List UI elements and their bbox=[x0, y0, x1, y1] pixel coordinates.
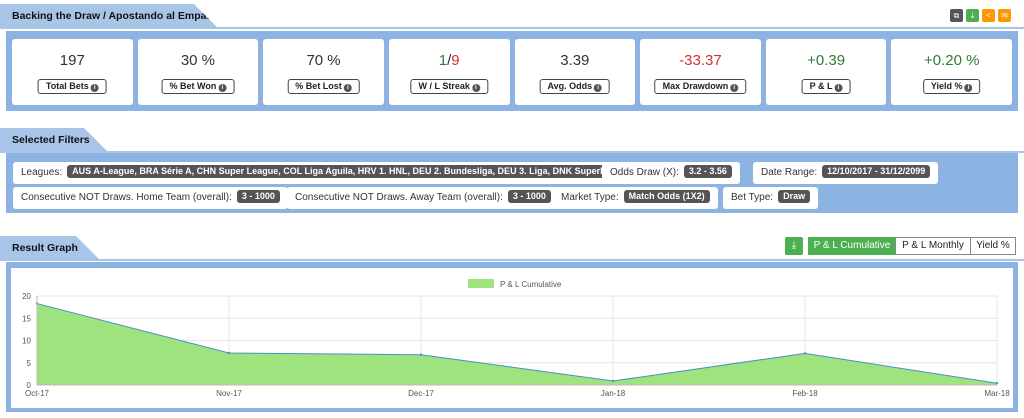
stat-label[interactable]: % Bet Lost i bbox=[287, 79, 360, 94]
page-title: Backing the Draw / Apostando al Empate bbox=[0, 4, 218, 28]
stat-label[interactable]: Avg. Odds i bbox=[539, 79, 611, 94]
stat-value: +0.20 % bbox=[923, 52, 980, 69]
filter-value: Match Odds (1X2) bbox=[623, 190, 710, 203]
email-icon[interactable]: ✉ bbox=[998, 9, 1011, 22]
stat-value: 1/9 bbox=[389, 52, 510, 69]
download-icon[interactable]: ⤓ bbox=[785, 237, 803, 255]
stat-wl-streak: 1/9 W / L Streak i bbox=[388, 39, 510, 105]
share-icon[interactable]: < bbox=[982, 9, 995, 22]
filter-label: Date Range: bbox=[761, 167, 818, 178]
filter-value: 3 - 1000 bbox=[236, 190, 280, 203]
data-point bbox=[995, 382, 999, 385]
data-point bbox=[803, 352, 807, 355]
info-icon[interactable]: i bbox=[964, 84, 973, 92]
legend-label: P & L Cumulative bbox=[500, 280, 562, 289]
y-tick-label: 5 bbox=[27, 359, 32, 368]
filter-bet-type: Bet Type: Draw bbox=[723, 187, 819, 209]
stat-label[interactable]: Max Drawdown i bbox=[654, 79, 747, 94]
filter-value: 12/10/2017 - 31/12/2099 bbox=[822, 165, 931, 178]
streak-won: 1 bbox=[438, 52, 448, 69]
stat-value: 70 % bbox=[306, 52, 341, 69]
filter-odds-draw: Odds Draw (X): 3.2 - 3.56 bbox=[602, 162, 740, 184]
info-icon[interactable]: i bbox=[343, 84, 352, 92]
y-tick-label: 0 bbox=[27, 381, 32, 390]
tab-pl-cumulative[interactable]: P & L Cumulative bbox=[808, 237, 896, 255]
info-icon[interactable]: i bbox=[218, 84, 227, 92]
x-tick-label: Mar-18 bbox=[984, 389, 1010, 398]
pl-cumulative-chart: 0 5 10 15 20 Oct-17 Nov-17 Dec-17 Jan-18 Feb-18 Ma… bbox=[22, 279, 1010, 398]
filter-away-team: Consecutive NOT Draws. Away Team (overal… bbox=[287, 187, 559, 209]
x-tick-label: Jan-18 bbox=[601, 389, 626, 398]
streak-sep: / bbox=[447, 52, 452, 69]
stat-value: 197 bbox=[59, 52, 85, 69]
stats-panel: 197 Total Bets i 30 % % Bet Won i 70 % % B… bbox=[6, 31, 1018, 111]
filter-home-team: Consecutive NOT Draws. Home Team (overal… bbox=[13, 187, 288, 209]
filter-label: Consecutive NOT Draws. Home Team (overal… bbox=[21, 192, 232, 203]
tab-pl-monthly[interactable]: P & L Monthly bbox=[895, 237, 971, 255]
stat-value: 3.39 bbox=[560, 52, 590, 69]
data-point bbox=[419, 353, 423, 356]
graph-section-title: Result Graph bbox=[0, 236, 100, 260]
y-tick-label: 20 bbox=[22, 292, 31, 301]
stat-bet-won: 30 % % Bet Won i bbox=[137, 39, 259, 105]
filter-label: Market Type: bbox=[561, 192, 619, 203]
filter-value: Draw bbox=[778, 190, 811, 203]
info-icon[interactable]: i bbox=[730, 84, 739, 92]
filter-value: 3 - 1000 bbox=[507, 190, 551, 203]
header-divider bbox=[0, 27, 1024, 29]
stat-max-drawdown: -33.37 Max Drawdown i bbox=[640, 39, 761, 105]
x-tick-label: Oct-17 bbox=[25, 389, 50, 398]
filter-label: Leagues: bbox=[21, 167, 63, 178]
stat-value: +0.39 bbox=[807, 52, 846, 69]
stat-total-bets: 197 Total Bets i bbox=[12, 39, 133, 105]
series-area-pl-cumulative bbox=[37, 303, 997, 385]
stat-label[interactable]: W / L Streak i bbox=[410, 79, 488, 94]
info-icon[interactable]: i bbox=[594, 84, 603, 92]
stat-value: -33.37 bbox=[679, 52, 722, 69]
filter-label: Bet Type: bbox=[731, 192, 774, 203]
info-icon[interactable]: i bbox=[90, 84, 99, 92]
x-tick-label: Feb-18 bbox=[792, 389, 818, 398]
y-tick-label: 15 bbox=[22, 314, 31, 323]
filter-label: Odds Draw (X): bbox=[610, 167, 679, 178]
series-line-pl-cumulative bbox=[36, 303, 998, 384]
info-icon[interactable]: i bbox=[471, 84, 480, 92]
legend-swatch bbox=[468, 279, 494, 288]
filter-label: Consecutive NOT Draws. Away Team (overal… bbox=[295, 192, 503, 203]
stat-bet-lost: 70 % % Bet Lost i bbox=[263, 39, 384, 105]
graph-divider bbox=[0, 259, 1024, 261]
download-icon[interactable]: ⤓ bbox=[966, 9, 979, 22]
filter-leagues: Leagues: AUS A-League, BRA Série A, CHN S… bbox=[13, 162, 639, 184]
tab-yield[interactable]: Yield % bbox=[970, 237, 1016, 255]
x-tick-label: Dec-17 bbox=[408, 389, 434, 398]
filter-value: AUS A-League, BRA Série A, CHN Super Lea… bbox=[67, 165, 631, 178]
stat-yield: +0.20 % Yield % i bbox=[891, 39, 1012, 105]
header-actions: ⧉ ⤓ < ✉ bbox=[950, 9, 1011, 22]
stat-value: 30 % bbox=[180, 52, 216, 69]
filters-panel: Leagues: AUS A-League, BRA Série A, CHN S… bbox=[6, 153, 1018, 213]
filter-value: 3.2 - 3.56 bbox=[683, 165, 732, 178]
filters-divider bbox=[0, 151, 1024, 153]
filter-market-type: Market Type: Match Odds (1X2) bbox=[553, 187, 718, 209]
y-tick-label: 10 bbox=[22, 337, 31, 346]
data-point bbox=[611, 379, 615, 383]
info-icon[interactable]: i bbox=[834, 84, 843, 92]
stat-label[interactable]: Yield % i bbox=[922, 79, 981, 94]
filters-section-title: Selected Filters bbox=[0, 128, 108, 152]
data-point bbox=[227, 351, 231, 355]
stat-avg-odds: 3.39 Avg. Odds i bbox=[514, 39, 636, 105]
filter-date-range: Date Range: 12/10/2017 - 31/12/2099 bbox=[753, 162, 939, 184]
streak-lost: 9 bbox=[451, 52, 460, 69]
x-tick-label: Nov-17 bbox=[216, 389, 242, 398]
stat-label[interactable]: Total Bets i bbox=[37, 79, 107, 94]
stat-label[interactable]: % Bet Won i bbox=[161, 79, 235, 94]
copy-icon[interactable]: ⧉ bbox=[950, 9, 963, 22]
graph-panel: 0 5 10 15 20 Oct-17 Nov-17 Dec-17 Jan-18 Feb-18 Ma… bbox=[6, 262, 1018, 412]
chart-area: 0 5 10 15 20 Oct-17 Nov-17 Dec-17 Jan-18 Feb-18 Ma… bbox=[11, 268, 1013, 408]
